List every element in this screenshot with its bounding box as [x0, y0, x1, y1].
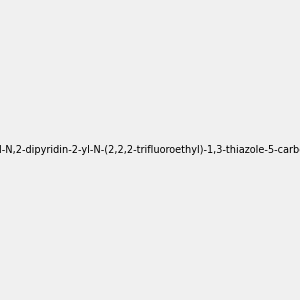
- Text: 4-methyl-N,2-dipyridin-2-yl-N-(2,2,2-trifluoroethyl)-1,3-thiazole-5-carboxamide: 4-methyl-N,2-dipyridin-2-yl-N-(2,2,2-tri…: [0, 145, 300, 155]
